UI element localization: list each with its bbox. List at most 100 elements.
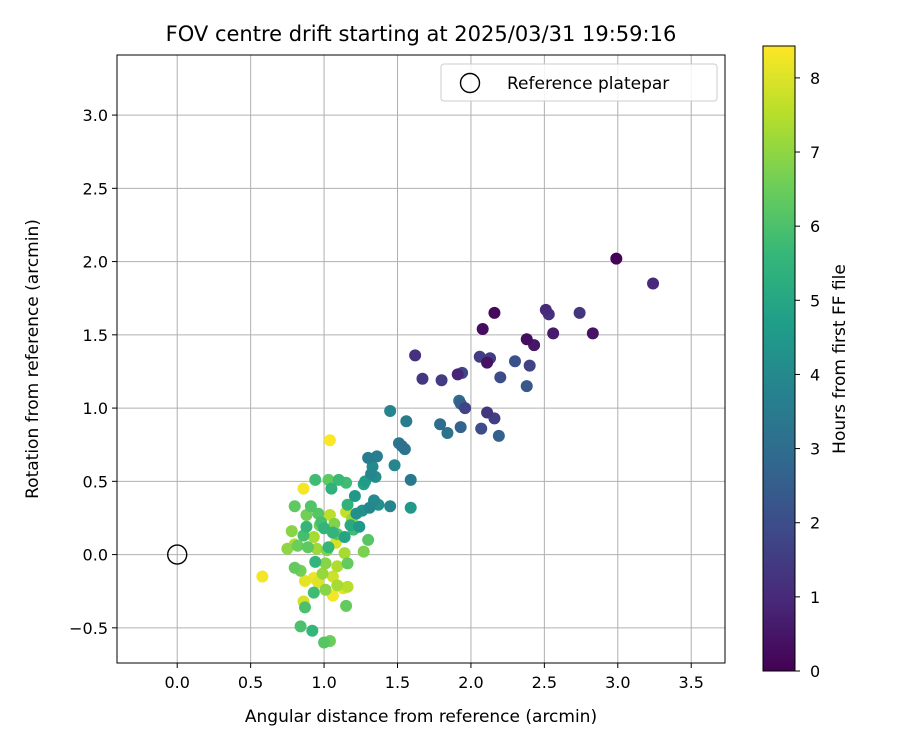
data-point (310, 542, 323, 555)
data-point (404, 501, 417, 514)
colorbar-tick-label: 0 (810, 662, 820, 681)
data-point (318, 636, 331, 649)
colorbar-tick-label: 4 (810, 365, 820, 384)
data-point (404, 473, 417, 486)
x-axis-label: Angular distance from reference (arcmin) (245, 707, 597, 727)
data-point (494, 371, 507, 384)
x-tick-label: 1.0 (311, 673, 336, 692)
y-tick-label: 0.0 (83, 546, 108, 565)
y-tick-label: 0.5 (83, 472, 108, 491)
data-point (350, 507, 363, 520)
data-point (363, 501, 376, 514)
data-point (357, 545, 370, 558)
data-point (586, 327, 599, 340)
colorbar-tick-label: 7 (810, 143, 820, 162)
data-point (341, 580, 354, 593)
colorbar-label: Hours from first FF file (830, 264, 850, 454)
data-point (309, 555, 322, 568)
data-point (610, 252, 623, 265)
data-point (547, 327, 560, 340)
x-tick-label: 3.0 (605, 673, 630, 692)
colorbar-tick-label: 1 (810, 588, 820, 607)
data-point (454, 421, 467, 434)
data-point (338, 531, 351, 544)
x-tick-label: 1.5 (385, 673, 410, 692)
data-point (435, 374, 448, 387)
data-point (539, 303, 552, 316)
data-point (323, 434, 336, 447)
data-point (475, 422, 488, 435)
data-point (307, 531, 320, 544)
data-point (288, 561, 301, 574)
data-point (348, 489, 361, 502)
data-point (322, 541, 335, 554)
data-point (319, 583, 332, 596)
x-tick-label: 2.0 (458, 673, 483, 692)
data-point (331, 579, 344, 592)
data-point (256, 570, 269, 583)
data-point (332, 473, 345, 486)
colorbar-tick-label: 6 (810, 217, 820, 236)
data-point (291, 539, 304, 552)
data-point (316, 567, 329, 580)
data-point (492, 429, 505, 442)
data-point (307, 586, 320, 599)
data-point (341, 498, 354, 511)
data-point (365, 468, 378, 481)
data-point (434, 418, 447, 431)
data-point (488, 306, 501, 319)
reference-point (167, 544, 188, 565)
data-point (362, 533, 375, 546)
data-point (285, 525, 298, 538)
data-point (384, 500, 397, 513)
data-point (523, 359, 536, 372)
y-tick-label: 1.0 (83, 399, 108, 418)
data-point (338, 547, 351, 560)
data-point (647, 277, 660, 290)
data-point (304, 500, 317, 513)
data-point (395, 440, 408, 453)
x-tick-label: 0.0 (164, 673, 189, 692)
data-point (481, 356, 494, 369)
colorbar (763, 46, 795, 671)
plot-frame (116, 54, 726, 664)
data-point (409, 349, 422, 362)
y-tick-label: 2.5 (83, 179, 108, 198)
legend-box (440, 63, 718, 102)
data-point (301, 541, 314, 554)
data-point (294, 620, 307, 633)
legend-marker (459, 72, 481, 94)
data-point (306, 624, 319, 637)
y-tick-label: 3.0 (83, 106, 108, 125)
plot-area (117, 55, 725, 663)
chart-title: FOV centre drift starting at 2025/03/31 … (166, 22, 677, 46)
data-point (353, 520, 366, 533)
x-axis-ticks: 0.0 0.5 1.0 1.5 2.0 2.5 3.0 3.5 (164, 663, 704, 692)
data-point (459, 402, 472, 415)
data-point (370, 450, 383, 463)
data-point (520, 380, 533, 393)
data-point (362, 451, 375, 464)
data-point (388, 459, 401, 472)
legend: Reference platepar (440, 63, 718, 102)
data-point (318, 522, 331, 535)
data-point (451, 368, 464, 381)
x-tick-label: 2.5 (532, 673, 557, 692)
x-tick-label: 0.5 (238, 673, 263, 692)
data-point (298, 574, 311, 587)
colorbar-ticks: 0 1 2 3 4 5 6 7 8 (795, 69, 820, 681)
y-tick-label: −0.5 (69, 619, 108, 638)
data-point (331, 560, 344, 573)
data-point (340, 599, 353, 612)
x-tick-label: 3.5 (678, 673, 703, 692)
data-point (481, 406, 494, 419)
data-point (281, 542, 294, 555)
colorbar-tick-label: 5 (810, 291, 820, 310)
data-point (508, 355, 521, 368)
grid-lines (117, 55, 725, 663)
y-tick-label: 2.0 (83, 253, 108, 272)
data-point (573, 306, 586, 319)
data-point (441, 426, 454, 439)
y-axis-label: Rotation from reference (arcmin) (23, 219, 43, 499)
